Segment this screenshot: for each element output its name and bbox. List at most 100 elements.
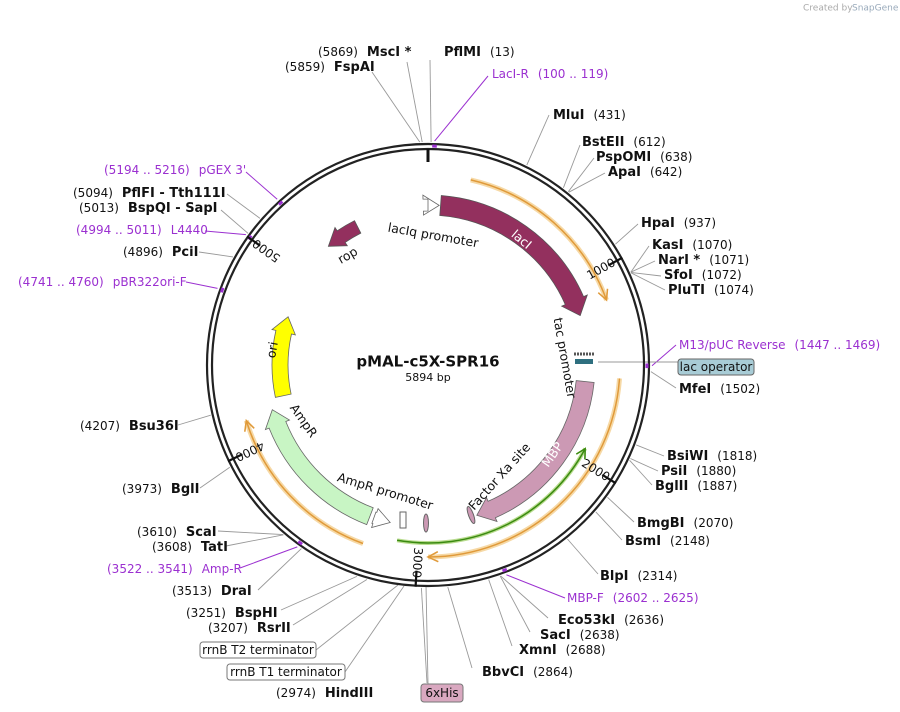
restriction-site: PsiI (1880) [661, 464, 736, 479]
site-name: PsiI [661, 464, 687, 479]
site-line [500, 575, 549, 619]
feature-line [344, 585, 405, 673]
restriction-site: (5013) BspQI - SapI [79, 201, 217, 216]
feature-box [199, 641, 317, 659]
site-line [615, 223, 639, 245]
site-line [198, 251, 234, 258]
site-line [406, 61, 423, 143]
primer-line [506, 574, 566, 599]
primer-name: Amp-R [202, 562, 242, 576]
primer: LacI-R (100 .. 119) [492, 67, 608, 81]
tick-mark [601, 473, 617, 485]
primer-name: M13/pUC Reverse [679, 338, 786, 352]
site-line [488, 579, 513, 647]
site-name: SacI [540, 628, 571, 643]
site-line [225, 534, 284, 547]
restriction-site: (5859) FspAI [285, 60, 375, 75]
site-position: (5869) [318, 45, 358, 59]
site-position: (642) [650, 165, 682, 179]
restriction-site: SfoI (1072) [664, 268, 742, 283]
site-position: (2070) [694, 516, 734, 530]
site-position: (937) [684, 216, 716, 230]
tick-label: 5000 [250, 236, 283, 265]
restriction-site: (3608) TatI [152, 540, 228, 555]
site-name: Bsu36I [129, 419, 179, 434]
restriction-site: BglII (1887) [655, 479, 737, 494]
primer-range: (4994 .. 5011) [76, 223, 162, 237]
restriction-site: BsiWI (1818) [667, 449, 757, 464]
site-position: (2314) [638, 569, 678, 583]
site-position: (3251) [186, 606, 226, 620]
primer-range: (100 .. 119) [538, 67, 608, 81]
orf-arrowhead [597, 288, 609, 302]
site-position: (1071) [709, 253, 749, 267]
site-position: (1072) [702, 268, 742, 282]
feature-line [425, 584, 429, 685]
site-position: (1070) [692, 238, 732, 252]
site-name: RsrII [257, 621, 291, 636]
site-line [630, 458, 659, 472]
restriction-site: Eco53kI (2636) [558, 613, 664, 628]
feature-box [226, 663, 346, 681]
site-line [257, 548, 302, 591]
primer: (4741 .. 4760) pBR322ori-F [18, 275, 187, 289]
terminator-mark [399, 511, 407, 529]
primer-name: L4440 [171, 223, 208, 237]
restriction-site: (3251) BspHI [186, 606, 278, 621]
site-line [630, 272, 666, 291]
orf-arc [396, 448, 586, 544]
site-position: (2688) [566, 643, 606, 657]
tick-mark [227, 453, 243, 463]
site-line [177, 414, 211, 426]
primer-line [245, 171, 278, 200]
site-name: TatI [201, 540, 228, 555]
feature-box [420, 683, 464, 703]
site-position: (3513) [172, 584, 212, 598]
site-line [420, 587, 428, 684]
site-line [199, 466, 231, 489]
restriction-site: (3207) RsrII [208, 621, 291, 636]
site-name: NarI * [658, 253, 700, 268]
site-name: PciI [172, 245, 199, 260]
site-name: BsiWI [667, 449, 708, 464]
site-name: ScaI [186, 525, 217, 540]
primer-mark [297, 540, 303, 546]
primer-mark [219, 287, 225, 293]
brand: SnapGene [852, 4, 899, 14]
primer-mark [501, 567, 508, 573]
site-position: (4207) [80, 419, 120, 433]
feature-arrow [422, 194, 440, 216]
boxed-feature-label: 6xHis [425, 686, 458, 700]
site-position: (5094) [73, 186, 113, 200]
orf-arrowhead [575, 447, 586, 460]
restriction-site: BlpI (2314) [600, 569, 677, 584]
site-position: (3207) [208, 621, 248, 635]
primer-name: MBP-F [567, 591, 604, 605]
site-line [526, 114, 550, 166]
site-name: HpaI [641, 216, 675, 231]
site-position: (3608) [152, 540, 192, 554]
site-position: (5859) [285, 60, 325, 74]
site-name: BlpI [600, 569, 629, 584]
site-name: SfoI [664, 268, 693, 283]
restriction-site: SacI (2638) [540, 628, 620, 643]
site-line [220, 209, 249, 234]
primer-name: LacI-R [492, 67, 529, 81]
boxed-feature-label: rrnB T1 terminator [230, 665, 342, 679]
restriction-site: PflMI (13) [444, 45, 515, 60]
backbone-outer [205, 142, 651, 588]
primer-line [651, 344, 677, 367]
site-name: XmnI [519, 643, 557, 658]
site-line [217, 530, 284, 536]
restriction-site: PluTI (1074) [668, 283, 754, 298]
site-position: (2974) [276, 686, 316, 700]
site-line [607, 496, 635, 523]
site-name: FspAI [334, 60, 375, 75]
site-name: ApaI [608, 165, 641, 180]
map-name: pMAL-c5X-SPR16 [356, 353, 499, 371]
site-name: MluI [553, 108, 584, 123]
site-name: KasI [652, 238, 683, 253]
feature-box [677, 358, 755, 376]
primer-name: pGEX 3' [199, 163, 246, 177]
